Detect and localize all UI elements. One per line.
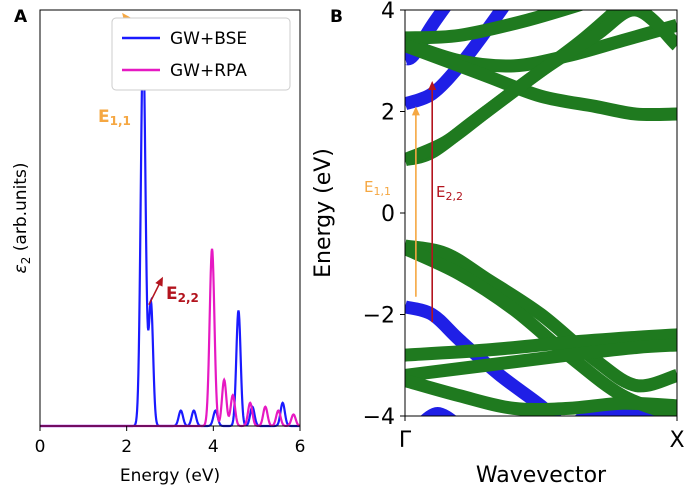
- annotation-e22-b-subscript: 2,2: [445, 190, 463, 203]
- panel-b-arrows: [411, 81, 437, 323]
- annotation-e11-a: E1,1: [98, 107, 131, 128]
- x-tick-label: 6: [295, 437, 306, 457]
- annotation-e22-a-subscript: 2,2: [178, 291, 199, 305]
- legend-bse-label: GW+BSE: [170, 29, 247, 49]
- y-label-subscript: 2: [19, 257, 33, 265]
- x-tick-label: Γ: [399, 428, 412, 453]
- green-band-8-line: [405, 328, 677, 362]
- y-tick-label: 2: [381, 101, 395, 126]
- annotation-e22-a-letter: E: [166, 284, 178, 304]
- y-tick-label: 0: [381, 202, 395, 227]
- y-label-symbol: ε: [11, 264, 31, 273]
- panel-b-label: B: [330, 7, 343, 27]
- annotation-e11-b-subscript: 1,1: [373, 185, 391, 198]
- panel-b-x-axis-label: Wavevector: [476, 463, 607, 488]
- panel-a-curves: [40, 40, 301, 428]
- arrow-e22-b-head: [428, 81, 437, 91]
- annotation-e11-b: E1,1: [364, 178, 391, 198]
- green-band-5-line: [405, 10, 677, 166]
- green-band-6-line: [405, 239, 677, 393]
- arrow-e22-a-head: [155, 276, 163, 287]
- green-band-9-line: [405, 338, 677, 382]
- series-gw-rpa-line: [40, 248, 301, 428]
- series-gw-bse-line: [40, 40, 300, 428]
- green-band-1-line: [405, 10, 585, 45]
- green-band-7-line: [405, 242, 677, 416]
- legend-rpa-label: GW+RPA: [170, 61, 247, 81]
- y-tick-label: 4: [381, 0, 395, 24]
- annotation-e22-b-letter: E: [436, 183, 445, 201]
- arrow-e11-b-head: [411, 106, 420, 116]
- annotation-e22-b: E2,2: [436, 183, 463, 203]
- panel-a-y-axis-label: ε2 (arb.units): [11, 163, 33, 274]
- x-tick-label: 2: [121, 437, 132, 457]
- blue-band-5-line: [420, 406, 457, 416]
- green-band-10-line: [405, 374, 677, 416]
- panel-a-label: A: [14, 7, 28, 27]
- y-label-rest: (arb.units): [11, 163, 31, 257]
- panel-a-x-ticks: 0 2 4 6: [35, 426, 306, 457]
- x-tick-label: 0: [35, 437, 46, 457]
- green-band-3-line: [405, 39, 677, 122]
- x-tick-label: 4: [208, 437, 219, 457]
- y-tick-label: −2: [363, 304, 395, 329]
- panel-a-x-axis-label: Energy (eV): [120, 466, 220, 486]
- panel-b-y-axis-label: Energy (eV): [311, 148, 336, 278]
- annotation-e11-b-letter: E: [364, 178, 373, 196]
- panel-b-bands: [405, 10, 677, 416]
- panel-b-y-ticks: 4 2 0 −2 −4: [363, 0, 405, 430]
- annotation-e11-a-subscript: 1,1: [110, 114, 131, 128]
- legend: GW+BSE GW+RPA: [111, 17, 291, 91]
- y-tick-label: −4: [363, 405, 395, 430]
- panel-a-frame: [39, 9, 301, 427]
- x-tick-label: X: [669, 428, 684, 453]
- annotation-e11-a-letter: E: [98, 107, 110, 127]
- annotation-e22-a: E2,2: [166, 284, 199, 305]
- legend-box: [111, 17, 291, 91]
